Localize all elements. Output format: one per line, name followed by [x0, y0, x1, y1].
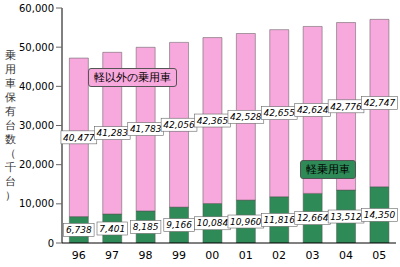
svg-text:9,166: 9,166	[166, 220, 192, 230]
html-text:軽以外の乗用車: 軽以外の乗用車	[94, 71, 171, 84]
svg-text:0: 0	[48, 238, 54, 249]
svg-text:60,000: 60,000	[19, 3, 54, 14]
svg-text:42,624: 42,624	[297, 105, 329, 115]
svg-text:6,738: 6,738	[66, 225, 92, 235]
svg-text:03: 03	[306, 249, 320, 262]
svg-text:96: 96	[72, 249, 86, 262]
svg-text:13,512: 13,512	[330, 212, 362, 222]
svg-text:40,000: 40,000	[19, 81, 54, 92]
svg-text:99: 99	[172, 249, 186, 262]
svg-text:8,185: 8,185	[133, 222, 159, 232]
svg-text:14,350: 14,350	[364, 210, 392, 220]
svg-text:41,283: 41,283	[96, 128, 128, 138]
svg-text:50,000: 50,000	[19, 42, 54, 53]
svg-text:01: 01	[239, 249, 253, 262]
svg-text:30,000: 30,000	[19, 120, 54, 131]
svg-text:20,000: 20,000	[19, 159, 54, 170]
svg-text:42,365: 42,365	[197, 116, 229, 126]
svg-text:42,776: 42,776	[330, 102, 362, 112]
svg-text:10,000: 10,000	[19, 198, 54, 209]
svg-text:42,655: 42,655	[263, 108, 295, 118]
svg-text:05: 05	[372, 249, 386, 262]
svg-text:40,477: 40,477	[63, 133, 95, 143]
svg-text:04: 04	[339, 249, 353, 262]
svg-text:11,816: 11,816	[263, 215, 295, 225]
svg-text:98: 98	[139, 249, 153, 262]
svg-text:42,747: 42,747	[364, 98, 392, 108]
svg-text:7,401: 7,401	[99, 224, 125, 234]
svg-text:乗用車保有台数（千台）: 乗用車保有台数（千台）	[8, 49, 16, 202]
svg-text:42,056: 42,056	[163, 120, 195, 130]
svg-text:00: 00	[205, 249, 219, 262]
svg-text:42,528: 42,528	[230, 112, 262, 122]
svg-text:41,783: 41,783	[130, 124, 162, 134]
svg-text:12,664: 12,664	[297, 213, 329, 223]
svg-text:02: 02	[272, 249, 286, 262]
svg-text:10,084: 10,084	[197, 218, 229, 228]
html-text:軽乗用車: 軽乗用車	[306, 163, 350, 176]
svg-text:10,960: 10,960	[230, 217, 262, 227]
svg-text:97: 97	[105, 249, 119, 262]
